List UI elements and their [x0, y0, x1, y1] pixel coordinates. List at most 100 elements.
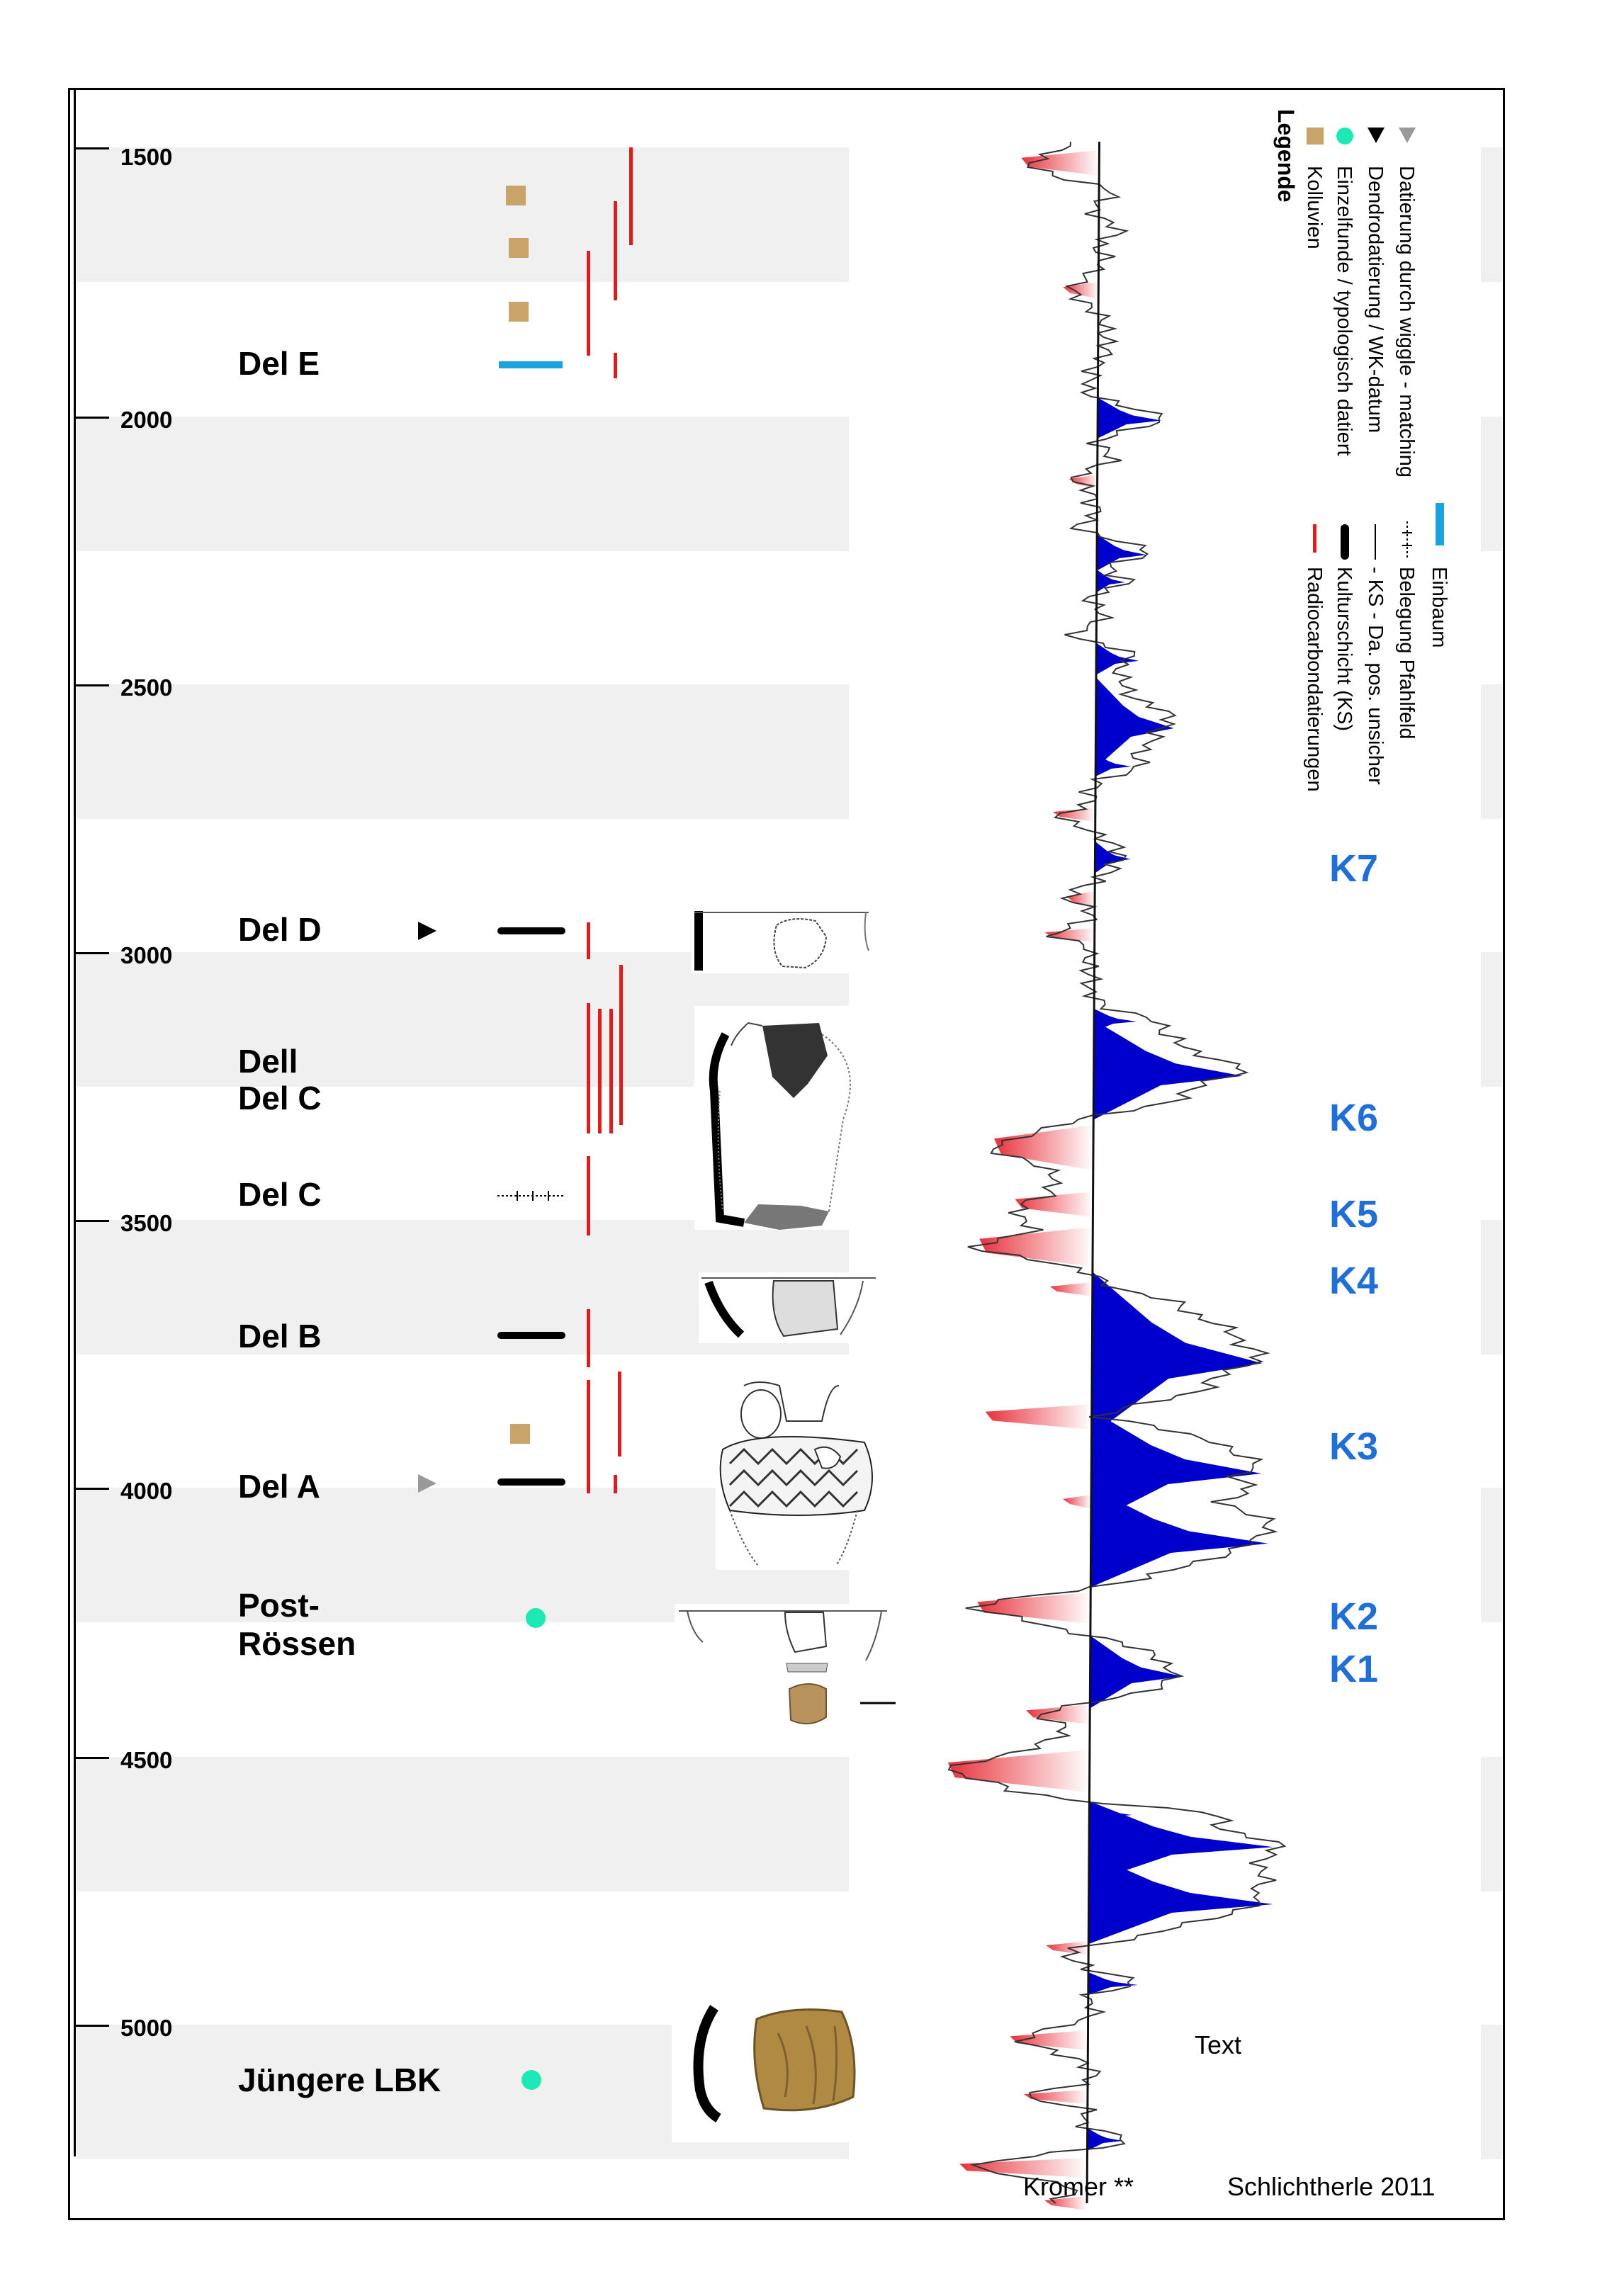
legend-einbaum-label: Einbaum: [1428, 567, 1450, 648]
legend-pfahlfeld-icon: [1402, 521, 1412, 558]
k-label-k4: K4: [1329, 1260, 1379, 1302]
curve-negative-peak: [959, 2158, 1088, 2178]
k-label-k7: K7: [1329, 847, 1379, 890]
axis-tick: [74, 1757, 109, 1759]
curve-positive-peak: [1093, 1019, 1243, 1120]
curve-positive-peak: [1096, 643, 1139, 675]
curve-negative-peak: [1010, 2030, 1088, 2050]
curve-negative-peak: [1044, 928, 1095, 942]
year-label: 2000: [120, 407, 173, 433]
curve-negative-peak: [1046, 1941, 1089, 1955]
curve-negative-peak: [977, 1593, 1091, 1624]
radiocarbon-range: [587, 1309, 590, 1367]
legend: Legende Kolluvien Einzelfunde / typologi…: [1253, 106, 1465, 808]
radiocarbon-range: [598, 1009, 602, 1133]
legend-dendro-icon: [1368, 128, 1385, 143]
axis-tick: [74, 2025, 109, 2027]
axis-tick: [74, 417, 109, 419]
phase-post-roessen-1: Post-: [238, 1587, 320, 1624]
band-2000-right: [1481, 417, 1502, 551]
curve-positive-peak: [1090, 1635, 1183, 1709]
legend-radiocarbon-icon: [1313, 524, 1316, 553]
radiocarbon-range: [587, 1156, 590, 1235]
radiocarbon-range: [614, 353, 617, 378]
axis-tick: [74, 952, 109, 954]
legend-dendro-label: Dendrodatierung / WK-datum: [1364, 166, 1387, 434]
curve-text-label: Text: [1195, 2030, 1242, 2059]
phase-dell: Dell: [238, 1043, 298, 1080]
kulturschicht-bar: [497, 1332, 565, 1339]
band-2500: [77, 684, 849, 819]
phase-del-c-upper: Del C: [238, 1080, 322, 1116]
phase-del-e: Del E: [238, 345, 320, 382]
curve-positive-peak: [1091, 1410, 1262, 1523]
curve-positive-peak: [1087, 2128, 1123, 2151]
pottery-lbk-image: [672, 1977, 879, 2142]
phase-juengere-lbk: Jüngere LBK: [238, 2062, 441, 2098]
legend-einbaum-icon: [1436, 503, 1444, 545]
k-label-k3: K3: [1329, 1425, 1379, 1468]
curve-negative-peak: [1052, 808, 1095, 822]
phase-del-b: Del B: [238, 1318, 322, 1355]
k-label-k6: K6: [1329, 1097, 1379, 1139]
axis-tick: [74, 1220, 109, 1222]
curve-positive-peak: [1095, 677, 1174, 768]
year-label: 4500: [120, 1747, 173, 1773]
curve-negative-peak: [1023, 2090, 1088, 2104]
curve-negative-peak: [1015, 1192, 1093, 1217]
legend-kulturschicht-icon: [1341, 524, 1349, 560]
kolluvien-marker: [510, 1424, 530, 1444]
legend-ks-unsicher-icon: [1375, 524, 1376, 560]
band-5000-right: [1481, 2025, 1502, 2159]
curve-negative-peak: [1049, 1282, 1093, 1296]
radiocarbon-range: [587, 922, 590, 959]
pottery-del-b-image: [699, 1272, 880, 1343]
radiocarbon-range: [609, 1009, 613, 1133]
legend-pfahlfeld-label: Belegung Pfahlfeld: [1395, 567, 1418, 740]
legend-einzelfunde-label: Einzelfunde / typologisch datiert: [1333, 166, 1355, 456]
radiocarbon-range: [587, 251, 590, 356]
axis-tick: [74, 1488, 109, 1490]
legend-kolluvien-icon: [1307, 128, 1324, 145]
phase-del-c: Del C: [238, 1176, 322, 1213]
pottery-post-roessen-image: [675, 1604, 901, 1736]
radiocarbon-range: [629, 147, 633, 245]
kolluvien-marker: [506, 186, 526, 205]
kromer-curve-baseline: [1086, 141, 1101, 2204]
curve-negative-peak: [994, 1125, 1093, 1170]
kulturschicht-bar: [497, 927, 565, 934]
pottery-del-a-image: [716, 1372, 879, 1570]
k-label-k2: K2: [1329, 1595, 1379, 1638]
chart-frame: [68, 88, 1505, 2220]
year-label: 3500: [120, 1210, 173, 1236]
einbaum-marker: [499, 361, 563, 368]
radiocarbon-range: [618, 1372, 621, 1457]
curve-positive-peak: [1088, 1972, 1138, 1995]
pfahlfeld-marker: [497, 1191, 565, 1201]
curve-negative-peak: [947, 1750, 1090, 1792]
kolluvien-marker: [509, 238, 529, 258]
phase-post-roessen-2: Rössen: [238, 1625, 356, 1662]
kromer-curve-chart: [947, 141, 1287, 2210]
axis-tick: [74, 147, 109, 149]
curve-positive-peak: [1094, 1009, 1137, 1031]
curve-negative-peak: [1063, 1495, 1091, 1509]
legend-wiggle-icon: [1399, 128, 1416, 143]
year-label: 2500: [120, 674, 173, 701]
k-label-k1: K1: [1329, 1648, 1379, 1690]
year-label: 3000: [120, 942, 173, 968]
pottery-del-d-image: [692, 908, 873, 973]
band-3000-right: [1481, 952, 1502, 1087]
curve-negative-peak: [1026, 1704, 1090, 1724]
radiocarbon-range: [587, 1003, 590, 1133]
legend-einzelfunde-icon: [1336, 128, 1353, 145]
curve-positive-peak: [1092, 1271, 1263, 1435]
dendro-triangle-icon: [418, 922, 436, 940]
legend-kolluvien-label: Kolluvien: [1303, 166, 1326, 249]
band-1500: [77, 147, 849, 282]
radiocarbon-range: [619, 965, 623, 1125]
band-2000: [77, 417, 849, 551]
band-3500-right: [1481, 1220, 1502, 1355]
curve-positive-peak: [1098, 397, 1162, 439]
kolluvien-marker: [509, 302, 529, 322]
